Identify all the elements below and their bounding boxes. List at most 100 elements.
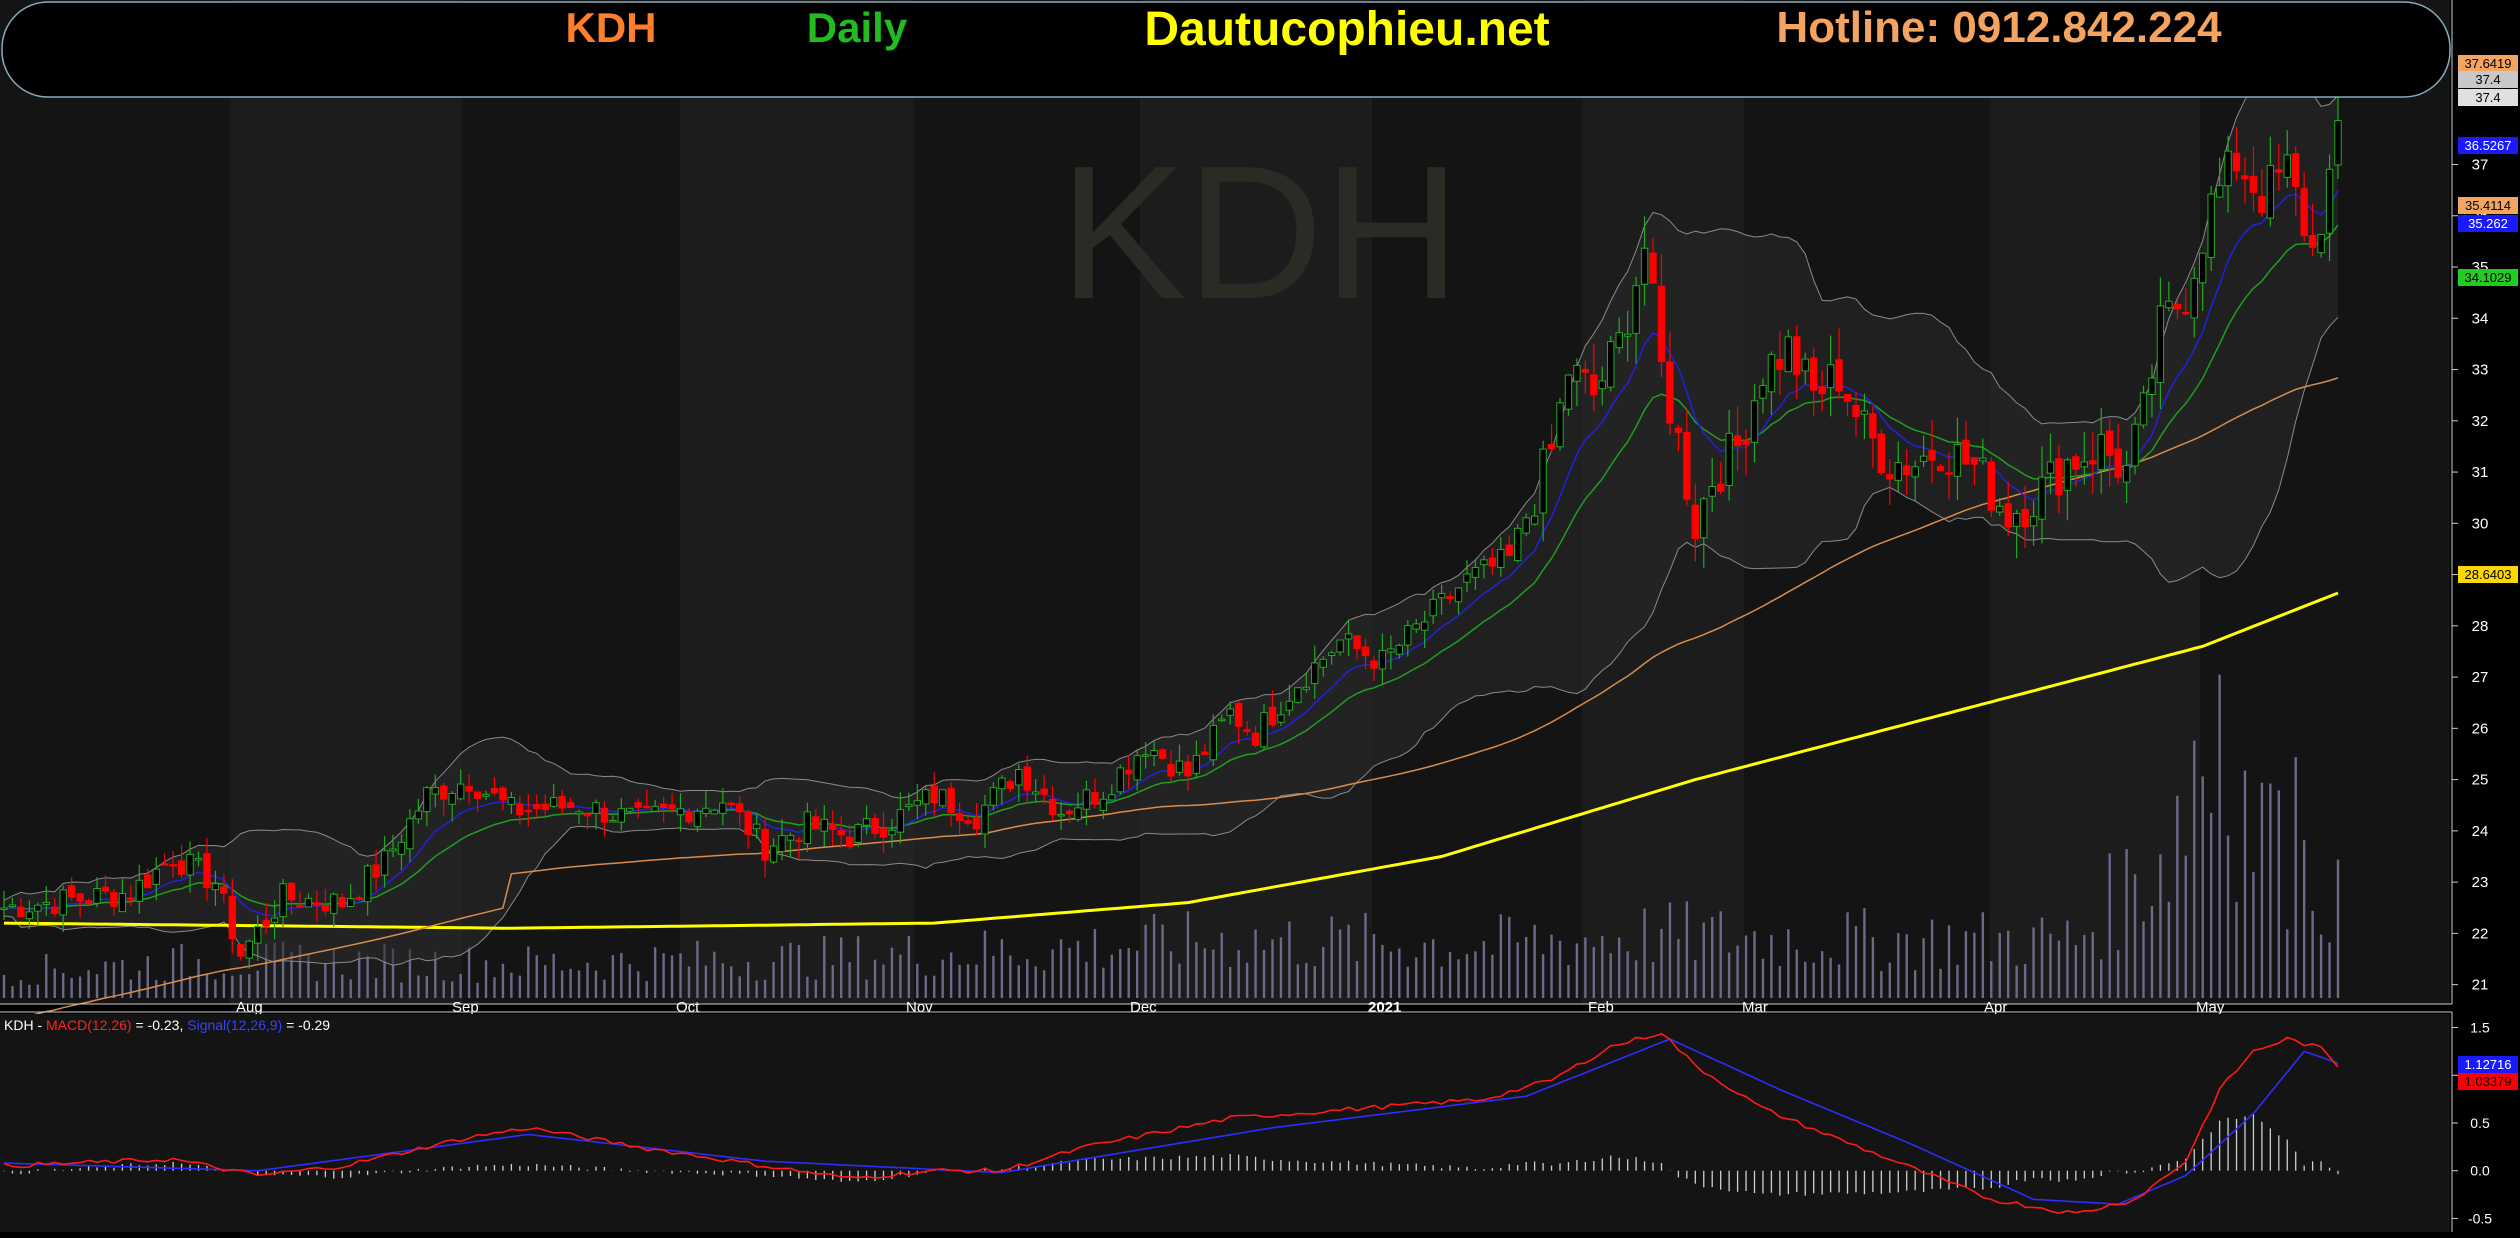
candle-up (1564, 374, 1573, 410)
candle-up (2080, 461, 2089, 468)
candle-down (1852, 405, 1860, 417)
candle-up (2046, 461, 2055, 474)
volume-bar (1296, 964, 1300, 998)
volume-bar (628, 964, 631, 998)
volume-bar (222, 973, 226, 998)
volume-bar (873, 959, 877, 998)
volume-bar (1533, 924, 1536, 998)
candle-down (313, 902, 321, 906)
volume-bar (19, 980, 23, 998)
candle-down (566, 802, 575, 809)
volume-bar (95, 974, 99, 998)
candle-up (34, 904, 42, 912)
volume-bar (2294, 757, 2297, 998)
price-value-labels: 37.641937.437.436.526735.411435.26234.10… (2458, 55, 2518, 583)
volume-bar (1372, 934, 1376, 998)
candle-up (1759, 385, 1767, 399)
candle-up (211, 883, 220, 891)
macd-tick-label: 0.0 (2470, 1163, 2490, 1179)
volume-bar (1000, 939, 1004, 998)
candle-down (2089, 460, 2097, 465)
volume-bar (2083, 934, 2086, 998)
volume-bar (2235, 901, 2238, 998)
volume-bar (704, 965, 708, 998)
candle-up (456, 783, 465, 800)
candle-down (1987, 461, 1995, 511)
header-hotline: Hotline: 0912.842.224 (1776, 3, 2222, 52)
volume-bar (983, 930, 987, 998)
candle-up (1894, 462, 1902, 481)
candle-down (761, 828, 769, 861)
candle-down (67, 885, 76, 898)
macd-tick-label: -0.5 (2468, 1210, 2492, 1226)
candle-down (947, 787, 955, 814)
candle-down (177, 860, 186, 875)
candle-down (440, 785, 448, 800)
volume-bar (2302, 840, 2306, 998)
volume-bar (2125, 849, 2128, 998)
volume-bar (958, 964, 961, 998)
candle-down (2249, 175, 2258, 193)
candle-up (1285, 700, 1294, 711)
ema-mid-line (3, 224, 2339, 910)
candle-up (549, 797, 558, 807)
candle-up (1996, 505, 2004, 513)
volume-bar (2336, 859, 2340, 998)
volume-bar (594, 970, 598, 998)
volume-bar (645, 981, 648, 998)
volume-bar (408, 949, 412, 998)
candle-down (1125, 769, 1133, 775)
candle-up (1615, 332, 1623, 349)
candle-up (896, 809, 905, 833)
candle-up (1911, 466, 1919, 478)
volume-bar (1601, 935, 1604, 998)
candle-up (1573, 364, 1581, 382)
candle-up (922, 789, 930, 805)
candle-up (989, 787, 998, 806)
volume-bar (1186, 911, 1190, 998)
volume-bar (1770, 935, 1773, 998)
macd-legend: KDH - MACD(12,26) = -0.23, Signal(12,26,… (4, 1017, 330, 1033)
volume-bar (1347, 924, 1350, 998)
candle-up (1953, 443, 1962, 477)
price-tag-label: 34.1029 (2465, 270, 2512, 285)
volume-bar (1820, 951, 1824, 998)
macd-histogram (3, 1113, 2339, 1196)
candle-up (397, 841, 406, 855)
volume-bar (544, 965, 547, 998)
volume-bar (1998, 932, 2001, 998)
volume-bar (1305, 962, 1308, 998)
volume-bar (1482, 941, 1486, 998)
volume-bar (1727, 952, 1731, 998)
candle-up (1218, 718, 1226, 722)
candle-down (1666, 361, 1674, 424)
price-tag-label: 35.4114 (2465, 198, 2511, 213)
candle-up (1327, 652, 1336, 657)
candle-down (1201, 751, 1209, 755)
candle-down (473, 791, 482, 799)
candle-up (2215, 185, 2224, 198)
candle-up (1420, 621, 1429, 631)
candle-up (245, 940, 253, 959)
candle-up (59, 889, 67, 916)
price-tick-label: 32 (2472, 413, 2489, 430)
x-tick-label: Feb (1588, 999, 1614, 1016)
price-tag-bg (2458, 89, 2518, 106)
candle-down (837, 830, 845, 836)
price-tick-label: 28 (2472, 618, 2489, 635)
candle-up (981, 804, 989, 835)
candle-up (1260, 711, 1268, 748)
candle-up (2156, 305, 2165, 384)
candle-down (338, 896, 346, 908)
candle-down (51, 906, 59, 914)
candle-up (592, 802, 600, 814)
volume-bar (1254, 929, 1257, 998)
volume-bar (1660, 928, 1663, 998)
volume-bar (865, 979, 868, 998)
volume-bar (814, 979, 818, 998)
candle-up (1640, 247, 1649, 285)
volume-bar (1795, 949, 1798, 998)
candle-down (727, 802, 735, 806)
candle-up (778, 835, 786, 852)
